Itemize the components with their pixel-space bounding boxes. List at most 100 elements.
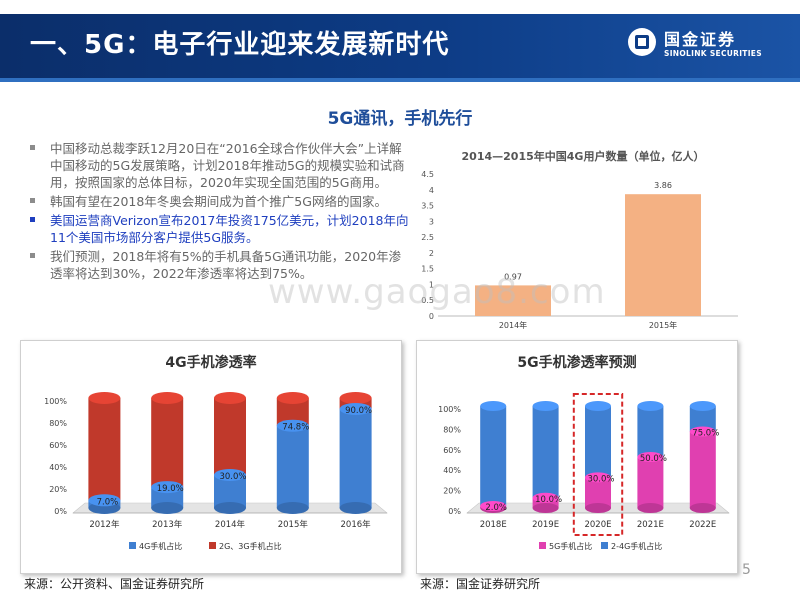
bar-segment-lower xyxy=(689,431,716,508)
bullet-item-highlight: 美国运营商Verizon宣布2017年投资175亿美元，计划2018年向11个美… xyxy=(30,212,410,246)
bar-cap-top xyxy=(689,401,716,411)
bullet-text: 美国运营商Verizon宣布2017年投资175亿美元，计划2018年向11个美… xyxy=(50,213,409,245)
y-tick-label: 60% xyxy=(49,441,67,450)
bar-cap-middle xyxy=(532,492,559,503)
x-tick-label: 2013年 xyxy=(152,519,183,530)
bullet-item: 我们预测，2018年将有5%的手机具备5G通讯功能，2020年渗透率将达到30%… xyxy=(30,248,410,282)
data-label: 30.0% xyxy=(587,474,614,484)
y-tick-label: 3 xyxy=(429,217,434,226)
bar-cap-bottom xyxy=(276,502,309,514)
bar-segment-lower xyxy=(532,497,559,508)
bullet-item: 中国移动总裁李跃12月20日在“2016全球合作伙伴大会”上详解中国移动的5G发… xyxy=(30,140,410,191)
bar-segment-lower xyxy=(585,477,611,508)
bar xyxy=(475,285,551,316)
legend-swatch xyxy=(601,542,608,549)
bar-segment-upper xyxy=(637,406,664,457)
bullet-square-icon xyxy=(30,198,35,203)
chart-4g-penetration: 4G手机渗透率 0% 20% 40% 60% 80% 100% 7.0% 2012年 19.0% 2… xyxy=(44,354,388,551)
highlight-box xyxy=(572,393,624,536)
bullet-text: 中国移动总裁李跃12月20日在“2016全球合作伙伴大会”上详解中国移动的5G发… xyxy=(50,141,405,190)
logo-text-cn: 国金证券 xyxy=(664,30,737,49)
legend-label: 2G、3G手机占比 xyxy=(219,541,282,551)
data-label: 10.0% xyxy=(535,495,562,505)
page-title: 一、5G：电子行业迎来发展新时代 xyxy=(30,30,450,60)
bullet-text: 我们预测，2018年将有5%的手机具备5G通讯功能，2020年渗透率将达到30%… xyxy=(50,249,402,281)
chart-4g-users: 2014—2015年中国4G用户数量（单位，亿人） 0 0.5 1 1.5 2 2.5 3 3.… xyxy=(421,149,738,330)
header-band xyxy=(0,14,800,78)
data-label: 75.0% xyxy=(692,429,719,439)
bar xyxy=(625,194,701,316)
y-tick-label: 0% xyxy=(448,507,461,516)
y-tick-label: 3.5 xyxy=(421,202,434,211)
data-label: 7.0% xyxy=(97,497,119,507)
header-divider xyxy=(0,78,800,82)
logo-mark-icon xyxy=(628,28,656,56)
bullet-item: 韩国有望在2018年冬奥会期间成为首个推广5G网络的国家。 xyxy=(30,193,410,210)
slide-subtitle: 5G通讯，手机先行 xyxy=(327,109,473,129)
y-tick-label: 1.5 xyxy=(421,265,434,274)
x-tick-label: 2015年 xyxy=(649,320,677,330)
header-bar: 一、5G：电子行业迎来发展新时代 国金证券 SINOLINK SECURITIE… xyxy=(0,0,800,88)
bar-cap-middle xyxy=(339,403,372,415)
data-label: 90.0% xyxy=(345,406,372,416)
y-tick-label: 2.5 xyxy=(421,233,434,242)
bar-cap-middle xyxy=(637,452,664,462)
y-tick-label: 4.5 xyxy=(421,170,434,179)
bullet-square-icon xyxy=(30,145,35,150)
legend-swatch xyxy=(129,542,136,549)
y-tick-label: 80% xyxy=(443,425,461,434)
logo-text-en: SINOLINK SECURITIES xyxy=(664,49,762,58)
y-tick-label: 40% xyxy=(49,463,67,472)
data-label: 19.0% xyxy=(157,484,184,494)
bar-cap-top xyxy=(637,401,664,411)
bar-segment-upper xyxy=(88,398,121,501)
bar-cap-middle xyxy=(151,481,184,494)
bar-cap-middle xyxy=(214,469,246,481)
bar-cap-top xyxy=(585,401,611,411)
bar-cap-bottom xyxy=(532,503,559,513)
y-tick-label: 0 xyxy=(429,312,434,321)
bar-cap-top xyxy=(339,392,372,404)
bar-cap-top xyxy=(151,392,184,404)
bar-cap-top xyxy=(88,392,121,404)
legend-swatch xyxy=(209,542,216,549)
bar-segment-lower xyxy=(151,487,184,508)
chart-title: 4G手机渗透率 xyxy=(165,354,256,371)
y-tick-label: 40% xyxy=(443,466,461,475)
source-note-right: 来源：国金证券研究所 xyxy=(420,577,541,591)
company-logo: 国金证券 SINOLINK SECURITIES xyxy=(628,24,788,68)
data-label: 74.8% xyxy=(282,423,309,433)
x-tick-label: 2021E xyxy=(637,520,664,530)
legend-swatch xyxy=(539,542,546,549)
x-tick-label: 2015年 xyxy=(278,519,309,530)
bar-cap-top xyxy=(532,401,559,411)
bullet-list: 中国移动总裁李跃12月20日在“2016全球合作伙伴大会”上详解中国移动的5G发… xyxy=(30,140,410,284)
x-tick-label: 2018E xyxy=(480,520,507,530)
y-tick-label: 100% xyxy=(44,397,67,406)
bar-segment-lower xyxy=(339,409,372,508)
watermark-text: www.gaogao8.com xyxy=(268,272,606,312)
bar-segment-upper xyxy=(151,398,184,488)
bar-cap-top xyxy=(480,401,507,411)
x-tick-label: 2022E xyxy=(689,520,716,530)
bar-segment-upper xyxy=(214,398,246,475)
x-tick-label: 2014年 xyxy=(499,320,527,330)
x-tick-label: 2019E xyxy=(532,520,559,530)
bar-cap-middle xyxy=(585,472,611,483)
bar-cap-bottom xyxy=(214,502,246,514)
bar-segment-upper xyxy=(532,406,559,498)
bar-cap-top xyxy=(276,392,309,404)
data-label: 2.0% xyxy=(485,503,507,513)
y-tick-label: 1 xyxy=(429,280,434,289)
bar-cap-middle xyxy=(480,500,507,511)
bullet-square-icon xyxy=(30,253,35,258)
y-tick-label: 4 xyxy=(429,186,434,195)
y-tick-label: 60% xyxy=(443,446,461,455)
bullet-square-icon xyxy=(30,217,35,222)
bar-segment-upper xyxy=(480,406,507,506)
data-label: 50.0% xyxy=(640,454,667,464)
bar-cap-top xyxy=(214,392,246,404)
bar-cap-bottom xyxy=(339,502,372,514)
y-tick-label: 0% xyxy=(54,507,67,516)
bar-cap-bottom xyxy=(151,502,184,514)
